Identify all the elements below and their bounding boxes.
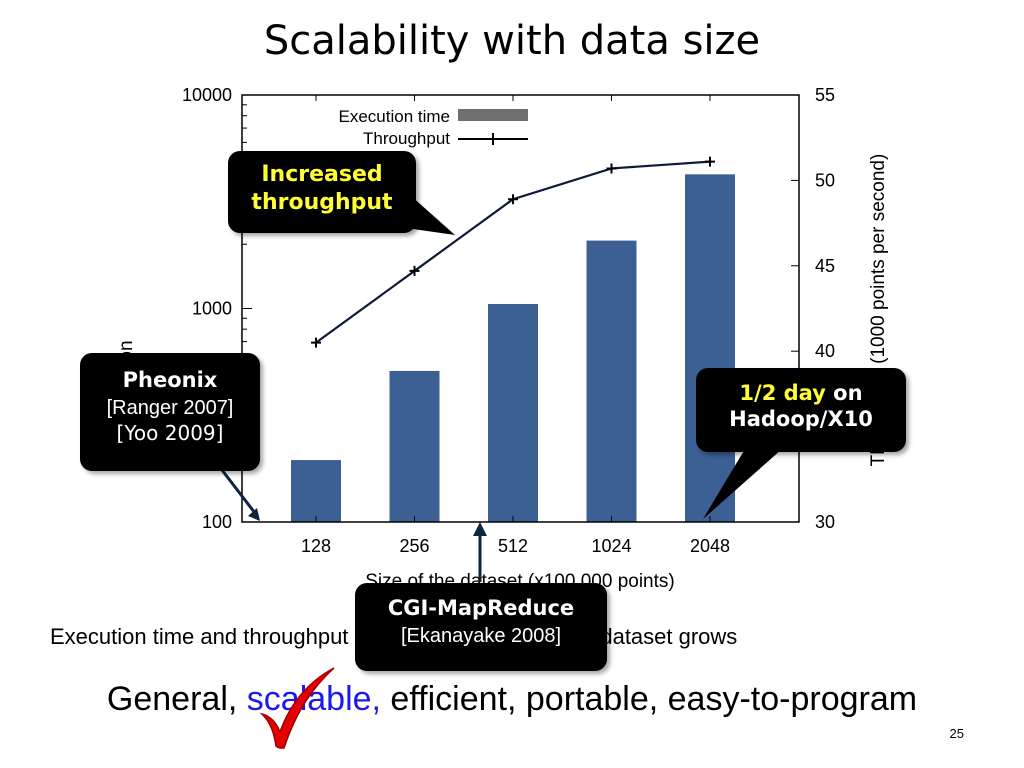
callout-throughput-line2: throughput (251, 189, 393, 215)
legend: Execution time Throughput (339, 107, 528, 148)
throughput-point-256 (409, 265, 420, 276)
callout-hadoop-platform: Hadoop/X10 (729, 407, 873, 432)
y-left-tick-label: 1000 (192, 299, 232, 319)
callout-hadoop: 1/2 day on Hadoop/X10 (696, 368, 906, 452)
ticks-layer: 128 256 512 1024 2048 100 1000 10000 30 40 45 50 55 (182, 85, 835, 556)
callout-throughput-line1: Increased (261, 162, 383, 187)
throughput-point-512 (508, 194, 518, 205)
slide-title: Scalability with data size (263, 18, 761, 64)
x-tick-label: 256 (399, 536, 429, 556)
y-right-tick-label: 50 (815, 170, 835, 190)
y-left-tick-label: 100 (202, 512, 232, 532)
callout-pheonix-name: Pheonix (122, 368, 218, 392)
bar-256 (389, 370, 440, 522)
cgi-arrow (473, 522, 487, 582)
checkmark-icon (259, 667, 335, 749)
callout-hadoop-tail (703, 449, 782, 519)
callout-cgi: CGI-MapReduce [Ekanayake 2008] (355, 583, 607, 671)
y-left-tick-label: 10000 (182, 85, 232, 105)
callout-pheonix-ref1: [Ranger 2007] (106, 397, 234, 420)
x-tick-label: 2048 (690, 536, 730, 556)
legend-exec-swatch (458, 109, 528, 121)
callout-throughput: Increased throughput (228, 151, 416, 233)
bar-512 (488, 303, 538, 522)
pheonix-arrow (220, 469, 260, 521)
line-layer (311, 156, 715, 348)
x-tick-label: 128 (301, 536, 331, 556)
callout-cgi-ref: [Ekanayake 2008] (400, 625, 562, 648)
bars-layer (291, 174, 735, 522)
bar-128 (291, 460, 341, 522)
x-tick-label: 512 (498, 536, 528, 556)
throughput-point-128 (311, 337, 321, 348)
bar-2048 (685, 174, 735, 522)
y-right-tick-label: 30 (815, 512, 835, 532)
y-right-tick-label: 45 (815, 256, 835, 276)
page-number: 25 (949, 726, 964, 741)
throughput-point-1024 (606, 163, 617, 174)
callout-cgi-name: CGI-MapReduce (387, 596, 575, 620)
y-right-tick-label: 40 (815, 341, 835, 361)
tagline-post: efficient, portable, easy-to-program (380, 680, 918, 718)
tagline-pre: General, (106, 680, 247, 718)
callout-hadoop-highlight: 1/2 day (739, 381, 826, 405)
callout-pheonix-ref2: [Yoo 2009] (116, 421, 224, 446)
tagline: General, scalable, efficient, portable, … (0, 680, 1024, 719)
callout-hadoop-on: on (825, 381, 863, 405)
legend-exec-label: Execution time (339, 107, 451, 126)
bar-1024 (586, 240, 637, 522)
x-tick-label: 1024 (591, 536, 631, 556)
y-right-tick-label: 55 (815, 85, 835, 105)
callout-pheonix: Pheonix [Ranger 2007] [Yoo 2009] (80, 353, 260, 471)
legend-throughput-label: Throughput (363, 129, 450, 148)
throughput-point-2048 (705, 156, 715, 167)
